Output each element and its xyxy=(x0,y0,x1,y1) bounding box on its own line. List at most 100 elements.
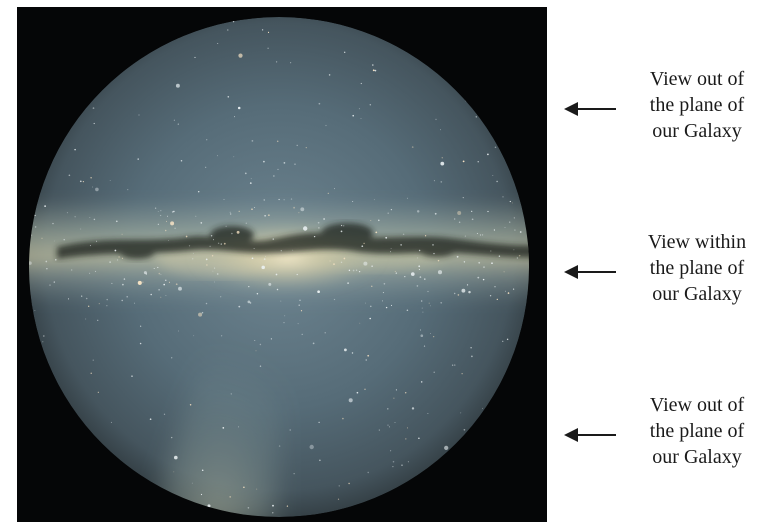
dust-lanes xyxy=(57,223,529,259)
star xyxy=(71,269,73,271)
star xyxy=(46,268,48,270)
star xyxy=(496,19,498,20)
star xyxy=(65,515,67,517)
left-arrow-icon xyxy=(564,102,616,116)
star xyxy=(390,251,392,253)
star xyxy=(214,267,216,269)
star xyxy=(157,211,159,212)
star xyxy=(408,38,411,41)
star xyxy=(432,29,434,32)
star xyxy=(250,178,252,180)
star xyxy=(80,228,82,230)
star xyxy=(289,429,291,431)
star xyxy=(223,199,225,200)
star xyxy=(34,192,40,197)
star xyxy=(104,472,105,474)
star xyxy=(138,114,140,116)
star xyxy=(392,465,394,468)
star xyxy=(53,240,55,242)
caption-line: our Galaxy xyxy=(652,446,742,468)
star xyxy=(406,197,408,199)
star xyxy=(512,413,515,416)
star xyxy=(34,226,37,228)
star xyxy=(340,261,343,263)
star xyxy=(259,365,262,367)
star xyxy=(163,283,165,286)
star xyxy=(191,482,193,484)
star xyxy=(173,210,175,213)
star xyxy=(264,215,266,217)
star xyxy=(333,298,336,301)
star xyxy=(88,56,90,59)
annotation-bottom: View out of the plane of our Galaxy xyxy=(560,392,772,484)
star xyxy=(424,278,426,280)
star xyxy=(516,257,519,259)
star xyxy=(254,340,256,341)
star xyxy=(283,199,285,201)
star xyxy=(247,300,251,304)
star xyxy=(233,156,235,158)
star xyxy=(513,249,515,251)
star xyxy=(243,486,245,489)
star xyxy=(393,397,395,399)
caption-line: the plane of xyxy=(649,94,745,116)
star xyxy=(313,235,316,238)
star xyxy=(433,252,435,255)
star xyxy=(506,338,509,341)
star xyxy=(52,222,54,225)
star xyxy=(367,471,369,474)
star xyxy=(344,51,346,53)
star xyxy=(150,293,152,296)
star xyxy=(444,445,449,451)
star xyxy=(400,244,402,246)
star xyxy=(205,166,207,168)
star xyxy=(124,501,127,504)
star xyxy=(402,233,405,235)
star xyxy=(82,180,85,183)
star xyxy=(217,42,219,45)
star xyxy=(106,305,108,307)
star xyxy=(234,116,236,118)
star xyxy=(87,96,90,99)
star xyxy=(137,478,139,480)
star xyxy=(296,144,298,147)
star xyxy=(46,411,47,413)
star xyxy=(111,78,113,80)
star xyxy=(420,334,424,338)
star xyxy=(168,281,170,283)
star xyxy=(93,122,95,125)
star xyxy=(411,407,415,410)
star xyxy=(238,305,241,308)
star xyxy=(509,159,511,161)
star xyxy=(97,39,100,42)
star xyxy=(76,493,79,495)
star xyxy=(278,445,281,447)
star xyxy=(510,86,512,88)
star xyxy=(420,31,422,33)
star xyxy=(283,322,285,324)
star xyxy=(111,514,113,516)
star xyxy=(92,186,94,188)
star xyxy=(329,260,331,262)
star xyxy=(200,222,203,224)
star xyxy=(453,62,456,65)
star xyxy=(209,245,211,247)
star xyxy=(459,465,462,468)
star xyxy=(515,480,517,481)
star xyxy=(277,168,279,170)
star xyxy=(462,58,464,60)
star xyxy=(501,65,503,67)
star xyxy=(62,485,64,488)
star xyxy=(213,239,215,241)
star xyxy=(263,199,265,201)
star xyxy=(188,245,191,247)
star xyxy=(192,258,194,260)
star xyxy=(456,255,459,258)
star xyxy=(207,504,211,508)
star xyxy=(245,222,247,224)
star xyxy=(435,118,437,121)
star xyxy=(164,229,167,232)
star xyxy=(348,398,353,403)
star xyxy=(511,202,513,204)
star xyxy=(30,304,32,306)
